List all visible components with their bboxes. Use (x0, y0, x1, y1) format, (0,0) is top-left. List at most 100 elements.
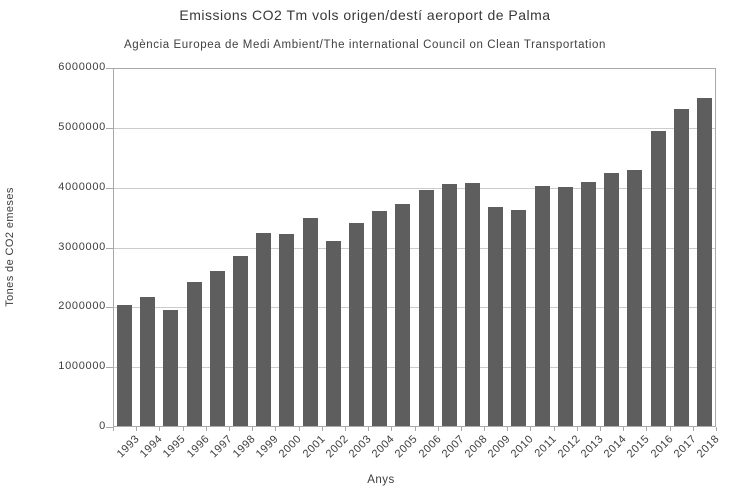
bar-2001 (302, 218, 318, 427)
x-axis-tick (460, 427, 462, 431)
x-tick-label-2010: 2010 (509, 433, 537, 461)
gridline-3000000 (113, 247, 716, 249)
y-tick-5000000 (106, 127, 113, 129)
x-tick-label-2007: 2007 (439, 433, 467, 461)
x-axis-tick (716, 427, 717, 431)
y-tick-2000000 (106, 307, 113, 309)
bar-2015 (627, 169, 643, 427)
x-axis-tick (646, 427, 648, 431)
x-axis-tick (275, 427, 277, 431)
gridline-1000000 (113, 367, 716, 369)
x-tick-label-2009: 2009 (485, 433, 514, 461)
y-tick-1000000 (106, 367, 113, 369)
y-tick-0 (106, 427, 113, 428)
bar-2006 (418, 190, 434, 427)
x-axis-tick (252, 427, 254, 431)
bar-2002 (325, 240, 341, 427)
y-tick-label-0: 0 (99, 420, 106, 432)
bar-2004 (372, 211, 388, 427)
bar-1997 (209, 271, 225, 427)
x-tick-label-1995: 1995 (161, 433, 189, 461)
x-tick-label-1999: 1999 (254, 433, 282, 461)
x-axis-tick (228, 427, 230, 431)
bar-1993 (117, 304, 133, 427)
x-axis-tick (692, 427, 694, 431)
y-tick-label-4000000: 4000000 (58, 180, 106, 193)
x-axis-tick (669, 427, 671, 431)
x-axis-tick (182, 427, 184, 431)
bar-2010 (511, 209, 527, 427)
gridline-2000000 (113, 307, 716, 309)
gridline-4000000 (113, 187, 716, 189)
bar-2000 (279, 233, 295, 427)
x-tick-label-1994: 1994 (138, 433, 166, 461)
bar-2013 (580, 181, 596, 427)
x-axis-tick (159, 427, 161, 431)
x-tick-label-2002: 2002 (323, 433, 351, 461)
x-axis-tick (321, 427, 323, 431)
y-axis-title: Tones de CO2 emeses (4, 187, 16, 307)
x-tick-label-2012: 2012 (555, 433, 583, 461)
bar-2018 (696, 97, 712, 427)
x-axis-title: Anys (367, 474, 395, 486)
bar-1994 (140, 296, 156, 427)
x-axis-tick (484, 427, 486, 431)
x-tick-label-1993: 1993 (114, 433, 143, 461)
y-tick-3000000 (106, 247, 113, 249)
bar-2007 (441, 184, 457, 427)
chart-subtitle: Agència Europea de Medi Ambient/The inte… (123, 39, 607, 51)
x-axis-tick (553, 427, 555, 431)
x-axis-tick (600, 427, 602, 431)
x-axis-tick (414, 427, 416, 431)
x-axis-tick (391, 427, 393, 431)
y-tick-6000000 (106, 68, 113, 69)
x-tick-label-2015: 2015 (625, 433, 653, 461)
x-tick-label-2011: 2011 (532, 433, 560, 460)
y-tick-label-1000000: 1000000 (58, 360, 106, 373)
bar-2005 (395, 203, 411, 427)
bar-2009 (488, 206, 504, 427)
x-tick-label-2016: 2016 (648, 433, 676, 461)
chart-title: Emissions CO2 Tm vols origen/destí aerop… (179, 7, 551, 23)
y-tick-label-3000000: 3000000 (58, 240, 106, 253)
x-tick-label-2004: 2004 (369, 433, 398, 461)
x-axis-tick (113, 427, 114, 431)
x-tick-label-2005: 2005 (393, 433, 421, 461)
bar-2011 (534, 185, 550, 427)
bar-2003 (349, 222, 365, 427)
bar-1995 (163, 309, 179, 427)
y-tick-label-5000000: 5000000 (58, 120, 106, 133)
x-tick-label-2014: 2014 (601, 433, 630, 461)
x-tick-label-2003: 2003 (346, 433, 375, 461)
bar-2017 (673, 108, 689, 427)
x-axis-tick (437, 427, 439, 431)
x-tick-label-2001: 2001 (300, 433, 328, 461)
x-tick-label-2018: 2018 (694, 433, 722, 461)
bar-2016 (650, 130, 666, 427)
x-axis-tick (576, 427, 578, 431)
x-tick-label-2017: 2017 (671, 433, 699, 461)
x-axis-tick (136, 427, 138, 431)
x-tick-label-1997: 1997 (207, 433, 235, 461)
x-tick-label-2008: 2008 (462, 433, 490, 461)
bar-2012 (557, 187, 573, 427)
x-tick-label-2006: 2006 (416, 433, 444, 461)
x-axis-tick (507, 427, 509, 431)
bar-1999 (256, 233, 272, 427)
bar-2008 (464, 182, 480, 427)
y-tick-label-2000000: 2000000 (58, 300, 106, 313)
x-axis-tick (623, 427, 625, 431)
plot-area (113, 68, 716, 427)
bar-1996 (186, 281, 202, 427)
x-axis-tick (205, 427, 207, 431)
x-axis-tick (368, 427, 370, 431)
y-tick-label-6000000: 6000000 (58, 61, 106, 73)
x-tick-label-1996: 1996 (184, 433, 212, 461)
x-tick-label-2013: 2013 (578, 433, 606, 461)
bar-1998 (233, 256, 249, 427)
bar-2014 (604, 172, 620, 427)
x-axis-tick (344, 427, 346, 431)
gridline-5000000 (113, 127, 716, 129)
x-axis-tick (298, 427, 300, 431)
